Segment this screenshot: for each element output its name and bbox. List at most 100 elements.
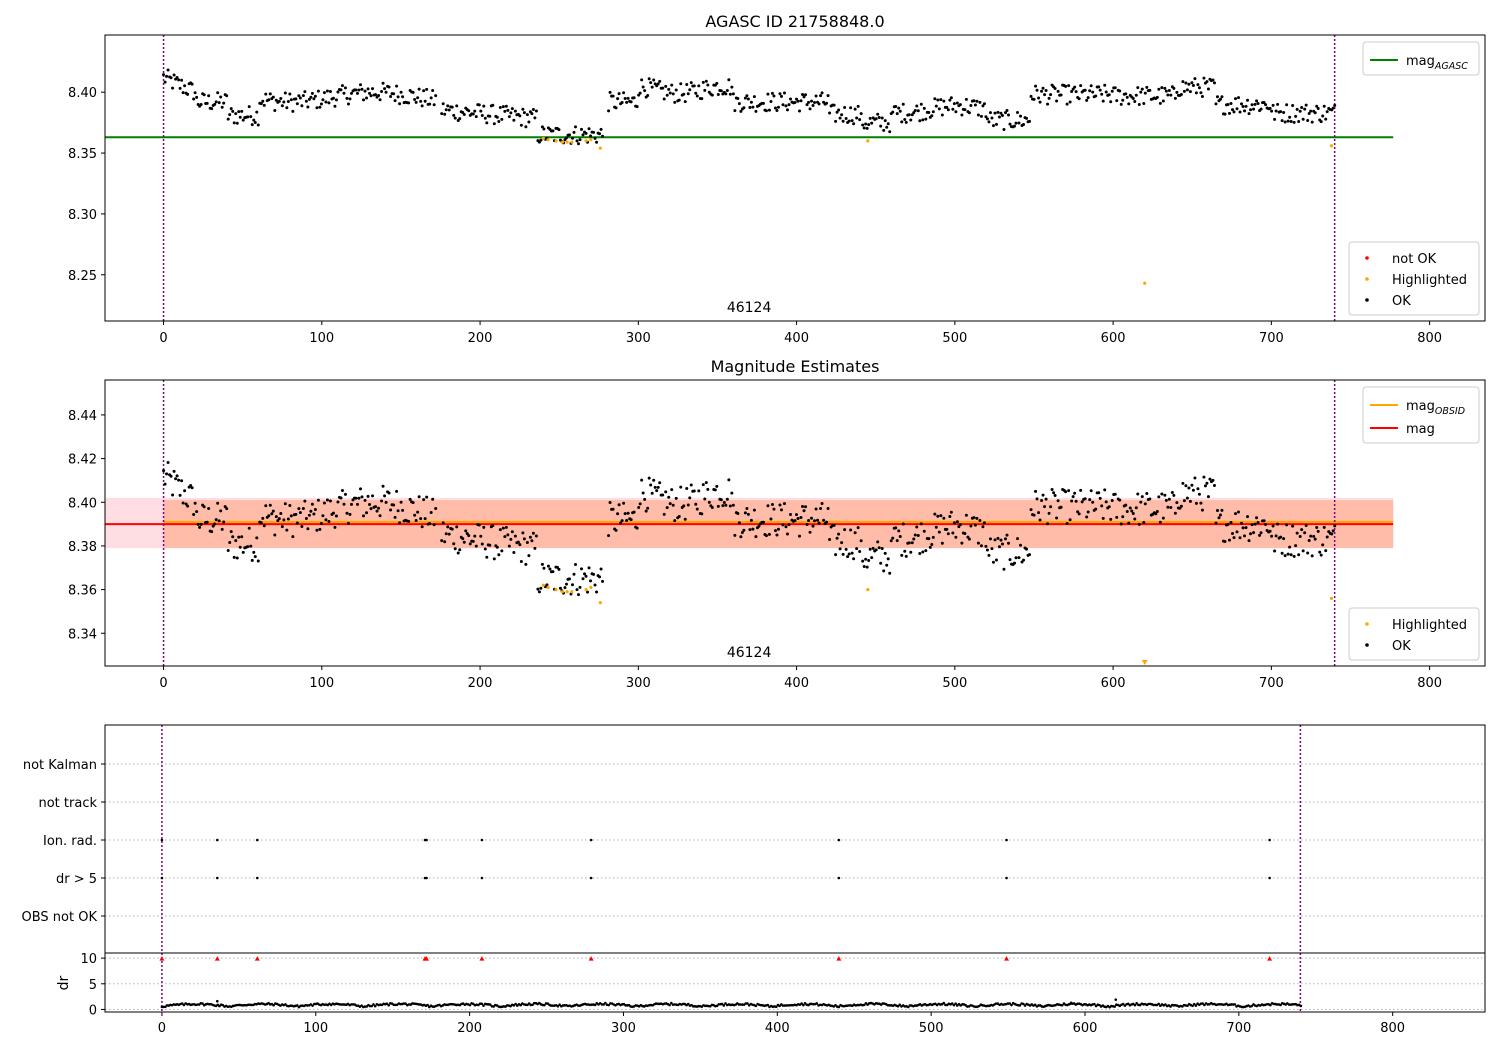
x-tick-label: 600 bbox=[1101, 676, 1126, 691]
ok-point bbox=[572, 130, 576, 134]
ok-point bbox=[838, 116, 842, 120]
ok-point bbox=[279, 511, 283, 515]
ok-point bbox=[492, 557, 496, 561]
x-tick-label: 200 bbox=[457, 1021, 482, 1036]
ok-point bbox=[374, 93, 378, 97]
ok-point bbox=[1008, 558, 1012, 562]
agasc-x-axis: 0 100 200 300 400 500 600 700 800 bbox=[159, 321, 1442, 346]
ok-point bbox=[307, 513, 311, 517]
ok-point bbox=[189, 483, 193, 487]
ok-point bbox=[679, 485, 683, 489]
estimates-highlighted-points bbox=[541, 583, 1334, 665]
highlighted-point bbox=[546, 585, 550, 590]
ok-point bbox=[434, 94, 438, 98]
ok-point bbox=[1309, 534, 1313, 538]
dr-point bbox=[1114, 998, 1118, 1001]
ok-point bbox=[1121, 98, 1125, 102]
ok-point bbox=[1118, 89, 1122, 93]
ok-point bbox=[1175, 501, 1179, 505]
ok-point bbox=[174, 477, 178, 481]
ok-point bbox=[184, 502, 188, 506]
ok-point bbox=[623, 97, 627, 101]
ok-point bbox=[322, 91, 326, 95]
ok-point bbox=[501, 526, 505, 530]
ok-point bbox=[340, 488, 344, 492]
ok-point bbox=[1175, 90, 1179, 94]
ok-point bbox=[927, 537, 931, 541]
ok-point bbox=[498, 528, 502, 532]
ok-point bbox=[1107, 93, 1111, 97]
ok-point bbox=[743, 511, 747, 515]
ok-point bbox=[249, 544, 253, 548]
flag-point bbox=[1268, 876, 1271, 880]
ok-point bbox=[837, 108, 841, 112]
ok-point bbox=[1080, 500, 1084, 504]
ok-point bbox=[271, 509, 275, 513]
flag-row-label: not Kalman bbox=[23, 758, 97, 773]
highlighted-point bbox=[589, 585, 593, 590]
ok-point bbox=[429, 510, 433, 514]
ok-point bbox=[589, 579, 593, 583]
ok-point bbox=[1274, 534, 1278, 538]
ok-point bbox=[749, 518, 753, 522]
ok-point bbox=[222, 520, 226, 524]
ok-point bbox=[658, 79, 662, 83]
ok-point bbox=[1065, 102, 1069, 106]
ok-point bbox=[306, 527, 310, 531]
ok-point bbox=[775, 108, 779, 112]
ok-point bbox=[570, 583, 574, 587]
ok-point bbox=[310, 91, 314, 95]
ok-point bbox=[788, 97, 792, 101]
ok-point bbox=[635, 526, 639, 530]
ok-point bbox=[1115, 99, 1119, 103]
ok-point bbox=[1282, 110, 1286, 114]
ok-point bbox=[199, 103, 203, 107]
dr-point bbox=[837, 1005, 841, 1009]
x-tick-label: 600 bbox=[1073, 1021, 1098, 1036]
ok-point bbox=[625, 519, 629, 523]
flag-point bbox=[160, 876, 164, 880]
ok-point bbox=[1137, 522, 1141, 526]
ok-point bbox=[371, 494, 375, 498]
ok-point bbox=[715, 484, 719, 488]
ok-point bbox=[933, 512, 937, 516]
ok-point bbox=[722, 501, 726, 505]
ok-point bbox=[608, 501, 612, 505]
ok-point bbox=[1166, 505, 1170, 509]
ok-point bbox=[1044, 88, 1048, 92]
ok-point bbox=[377, 506, 381, 510]
ok-point bbox=[365, 96, 369, 100]
ok-point bbox=[357, 496, 361, 500]
ok-point bbox=[471, 112, 475, 116]
ok-point bbox=[592, 572, 596, 576]
ok-point bbox=[1070, 90, 1074, 94]
ok-point bbox=[298, 96, 302, 100]
ok-point bbox=[420, 104, 424, 108]
ok-point bbox=[1211, 78, 1215, 82]
ok-point bbox=[419, 517, 423, 521]
ok-point bbox=[910, 113, 914, 117]
ok-point bbox=[237, 110, 241, 114]
ok-point bbox=[1098, 496, 1102, 500]
ok-point bbox=[900, 553, 904, 557]
ok-point bbox=[963, 532, 967, 536]
ok-point bbox=[166, 68, 170, 72]
ok-point bbox=[530, 539, 534, 543]
ok-point bbox=[999, 111, 1003, 115]
ok-point bbox=[1319, 120, 1323, 124]
ok-point bbox=[1006, 113, 1010, 117]
ok-point bbox=[396, 95, 400, 99]
ok-point bbox=[620, 519, 624, 523]
ok-point bbox=[955, 520, 959, 524]
ok-point bbox=[413, 97, 417, 101]
ok-point bbox=[423, 517, 427, 521]
x-tick-label: 700 bbox=[1259, 676, 1284, 691]
ok-point bbox=[333, 104, 337, 108]
ok-point bbox=[261, 516, 265, 520]
ok-point bbox=[1110, 89, 1114, 93]
ok-point bbox=[1238, 536, 1242, 540]
ok-point bbox=[1304, 103, 1308, 107]
ok-point bbox=[632, 96, 636, 100]
ok-point bbox=[453, 547, 457, 551]
